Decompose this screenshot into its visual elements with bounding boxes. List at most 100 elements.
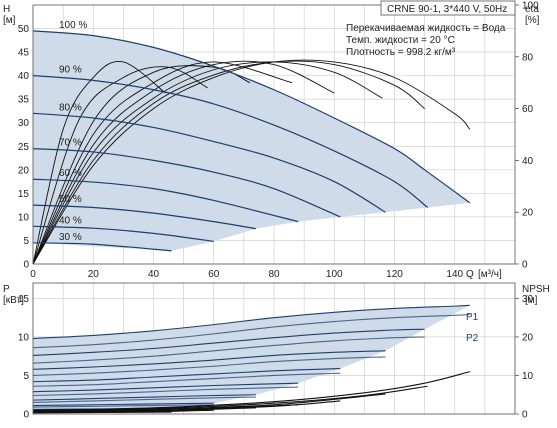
top-y-tick: 50 [18, 24, 30, 35]
bottom-plot-frame [32, 282, 516, 415]
title-box [380, 0, 516, 16]
p2-curve-3 [32, 372, 341, 387]
annotation-fluid: Перекачиваемая жидкость = Вода [346, 23, 506, 34]
top-x-tick: 120 [386, 269, 403, 280]
bottom-y2-unit: [м] [525, 295, 538, 306]
bottom-y2-tick: 30 [522, 294, 534, 305]
bottom-chart-axes: 0 5 10 15 0 10 20 30 [18, 282, 534, 421]
top-x-tick: 60 [208, 269, 220, 280]
top-y-label: H [3, 4, 10, 15]
head-curve-40 [32, 225, 214, 242]
power-npsh-curves [32, 304, 470, 414]
top-y2-label: eta [525, 4, 539, 15]
top-y-tick: 15 [18, 189, 30, 200]
speed-label-90: 90 % [59, 65, 82, 76]
p1-curve-3 [32, 367, 341, 383]
top-y2-tick: 100 [522, 1, 539, 12]
p1-curve-2 [32, 350, 386, 370]
top-chart-envelope [33, 30, 470, 251]
eta-curve-2 [32, 61, 383, 265]
eta-curve-7 [32, 60, 166, 265]
head-curve-80 [32, 112, 386, 213]
top-y-tick: 0 [23, 260, 29, 271]
speed-label-30: 30 % [59, 232, 82, 243]
speed-label-50: 50 % [59, 194, 82, 205]
top-y-tick: 40 [18, 71, 30, 82]
top-y2-tick: 0 [522, 260, 528, 271]
top-y-tick: 25 [18, 142, 30, 153]
head-curve-100 [32, 30, 471, 204]
bottom-y2-tick: 20 [522, 332, 534, 343]
bottom-y-tick: 0 [23, 410, 29, 421]
top-y-tick: 35 [18, 95, 30, 106]
speed-labels: 100 % 90 % 80 % 70 % 60 % 50 % 40 % 30 % [59, 20, 87, 243]
eta-curve-0 [32, 59, 471, 265]
top-y2-tick: 80 [522, 52, 534, 63]
top-y-tick: 30 [18, 118, 30, 129]
speed-label-100: 100 % [59, 20, 87, 31]
top-y2-tick: 40 [522, 156, 534, 167]
bottom-y-tick: 10 [18, 332, 30, 343]
top-x-tick: 20 [88, 269, 100, 280]
top-y2-unit: [%] [525, 15, 540, 26]
top-operating-envelope [33, 30, 470, 251]
head-curves [32, 30, 471, 252]
p2-curve-6 [32, 404, 214, 408]
p2-curve-4 [32, 386, 299, 397]
bottom-y-tick: 5 [23, 371, 29, 382]
bottom-y-label: P [3, 284, 10, 295]
bottom-y2-tick: 0 [522, 410, 528, 421]
top-y2-tick: 20 [522, 208, 534, 219]
head-curve-60 [32, 178, 299, 223]
top-x-tick: 80 [268, 269, 280, 280]
p1-curve-1 [32, 328, 425, 356]
top-x-tick: 140 [446, 269, 463, 280]
p1-curve-5 [32, 394, 256, 401]
bottom-y-tick: 15 [18, 294, 30, 305]
annotation-density: Плотность = 998.2 кг/м³ [346, 47, 456, 58]
bottom-y-unit: [кВт] [3, 295, 24, 306]
bottom-y2-label: NPSH [522, 284, 550, 295]
top-chart-axes: 0 5 10 15 20 25 30 35 40 45 50 0 20 40 60 80 100 0 20 40 60 8… [18, 1, 539, 281]
head-curve-50 [32, 204, 257, 230]
top-y-tick: 5 [23, 236, 29, 247]
eta-curve-4 [32, 61, 293, 265]
head-curve-70 [32, 148, 341, 218]
top-x-tick: 0 [30, 269, 36, 280]
p1-curve-4 [32, 382, 299, 393]
annotation-temperature: Темп. жидкости = 20 °C [346, 35, 455, 46]
top-y-tick: 45 [18, 48, 30, 59]
head-curve-30 [32, 242, 172, 252]
eta-curve-3 [32, 60, 335, 265]
p1-curve-0 [32, 304, 470, 340]
p1-curve-6 [32, 402, 214, 407]
speed-label-60: 60 % [59, 168, 82, 179]
eta-curve-1 [32, 60, 425, 265]
top-y-tick: 20 [18, 165, 30, 176]
top-plot-frame [32, 4, 516, 265]
speed-label-40: 40 % [59, 215, 82, 226]
p2-curve-0 [32, 314, 470, 349]
speed-label-70: 70 % [59, 138, 82, 149]
top-x-label: Q [466, 269, 474, 280]
top-x-unit: [м³/ч] [478, 269, 502, 280]
p2-curve-5 [32, 396, 256, 403]
speed-label-80: 80 % [59, 102, 82, 113]
legend-p2: P2 [466, 333, 479, 344]
top-y-unit: [м] [3, 15, 16, 26]
top-y-tick: 10 [18, 212, 30, 223]
p2-curve-2 [32, 356, 386, 377]
p2-curve-1 [32, 336, 425, 364]
npsh-curve-7 [32, 411, 172, 414]
legend-p1: P1 [466, 312, 479, 323]
top-x-tick: 40 [148, 269, 160, 280]
bottom-y2-tick: 10 [522, 371, 534, 382]
npsh-curve-0 [32, 371, 470, 411]
chart-title: CRNE 90-1, 3*440 V, 50Hz [387, 4, 507, 15]
npsh-curve-1 [32, 385, 428, 412]
head-curve-90 [32, 75, 429, 208]
top-y2-tick: 60 [522, 104, 534, 115]
top-x-tick: 100 [326, 269, 343, 280]
